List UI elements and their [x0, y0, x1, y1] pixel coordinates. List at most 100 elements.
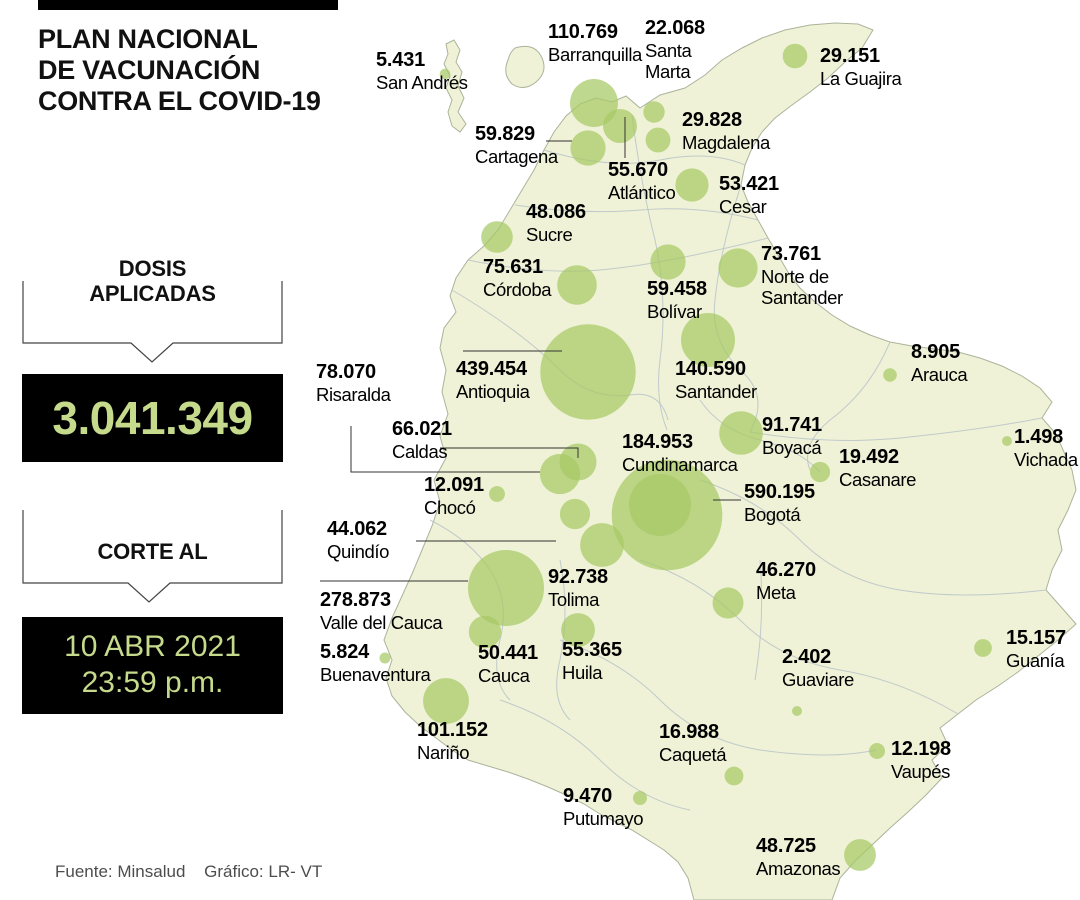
- region-name: Bolívar: [647, 301, 702, 322]
- footer-source: Fuente: Minsalud: [55, 862, 186, 881]
- footer-credit: Gráfico: LR- VT: [204, 862, 323, 881]
- region-name: Putumayo: [563, 808, 644, 829]
- cutoff-label: CORTE AL: [97, 539, 208, 564]
- region-label: 22.068 Santa Marta: [645, 16, 707, 82]
- region-value: 59.829: [475, 123, 535, 145]
- region-label: 12.091 Chocó: [424, 473, 484, 518]
- region-name: La Guajira: [820, 68, 902, 89]
- bubble-Sucre: [481, 221, 513, 253]
- region-value: 439.454: [456, 358, 527, 380]
- providencia-island: [505, 45, 545, 88]
- region-name: Córdoba: [483, 279, 552, 300]
- total-doses-box: 3.041.349: [22, 374, 283, 462]
- region-value: 12.198: [891, 738, 951, 760]
- bubble-Chocó: [489, 486, 505, 502]
- region-name: Caldas: [392, 441, 448, 462]
- region-label: 5.431 San Andrés: [376, 48, 468, 93]
- region-value: 19.492: [839, 446, 899, 468]
- region-name: Barranquilla: [548, 44, 642, 65]
- bubble-Córdoba: [557, 265, 597, 305]
- region-name: Atlántico: [608, 182, 676, 203]
- bubble-Cauca: [468, 615, 502, 649]
- region-label: 59.829 Cartagena: [475, 122, 558, 167]
- bubble-Meta: [712, 587, 744, 619]
- region-value: 278.873: [320, 589, 391, 611]
- region-label: 66.021 Caldas: [392, 417, 452, 462]
- title-line-2: DE VACUNACIÓN: [38, 55, 261, 85]
- region-label: 15.157 Guanía: [1006, 626, 1066, 671]
- region-name: Cartagena: [475, 146, 558, 167]
- region-value: 66.021: [392, 418, 452, 440]
- title-line-3: CONTRA EL COVID-19: [38, 86, 321, 116]
- region-label: 46.270 Meta: [756, 558, 816, 603]
- region-value: 92.738: [548, 566, 608, 588]
- region-label: 278.873 Valle del Cauca: [320, 588, 443, 633]
- bubble-Caquetá: [724, 766, 744, 786]
- region-name: Sucre: [526, 224, 573, 245]
- region-name: Amazonas: [756, 858, 841, 879]
- region-label: 19.492 Casanare: [839, 445, 916, 490]
- bubble-Magdalena: [645, 127, 671, 153]
- region-value: 59.458: [647, 278, 707, 300]
- cutoff-date-box: 10 ABR 2021 23:59 p.m.: [22, 617, 283, 714]
- region-value: 140.590: [675, 358, 746, 380]
- region-label: 101.152 Nariño: [417, 718, 488, 763]
- region-name: Cesar: [719, 196, 767, 217]
- region-value: 9.470: [563, 785, 613, 807]
- region-name: Vaupés: [891, 761, 950, 782]
- bubble-La Guajira: [782, 43, 808, 69]
- region-name: Buenaventura: [320, 664, 431, 685]
- region-value: 8.905: [911, 341, 961, 363]
- region-name: Norte de Santander: [761, 266, 843, 308]
- bubble-Vaupés: [869, 743, 885, 759]
- region-name: Tolima: [548, 589, 600, 610]
- footer: Fuente: Minsalud Gráfico: LR- VT: [55, 862, 336, 882]
- region-value: 2.402: [782, 646, 832, 668]
- region-label: 9.470 Putumayo: [563, 784, 644, 829]
- region-label: 48.725 Amazonas: [756, 834, 841, 879]
- region-name: Risaralda: [316, 384, 391, 405]
- region-name: Guanía: [1006, 650, 1065, 671]
- region-label: 78.070 Risaralda: [316, 360, 391, 405]
- bubble-Cesar: [675, 168, 709, 202]
- region-name: Cauca: [478, 665, 530, 686]
- region-label: 29.151 La Guajira: [820, 44, 902, 89]
- region-value: 184.953: [622, 431, 693, 453]
- bubble-Norte de Santander: [718, 248, 758, 288]
- region-label: 73.761 Norte de Santander: [761, 242, 861, 308]
- page-title: PLAN NACIONAL DE VACUNACIÓN CONTRA EL CO…: [38, 24, 321, 117]
- cutoff-time: 23:59 p.m.: [81, 666, 224, 699]
- region-name: Santa Marta: [645, 40, 692, 82]
- region-name: Valle del Cauca: [320, 612, 443, 633]
- region-label: 1.498 Vichada: [1014, 425, 1078, 470]
- region-value: 110.769: [548, 21, 618, 43]
- region-label: 75.631 Córdoba: [483, 255, 552, 300]
- value-bubbles: [379, 43, 1012, 871]
- region-value: 101.152: [417, 719, 488, 741]
- doses-applied-label: DOSIS APLICADAS: [89, 256, 216, 306]
- region-label: 59.458 Bolívar: [647, 277, 707, 322]
- region-name: San Andrés: [376, 72, 468, 93]
- region-name: Antioquia: [456, 381, 530, 402]
- bubble-Tolima: [580, 523, 624, 567]
- region-label: 29.828 Magdalena: [682, 108, 770, 153]
- region-value: 73.761: [761, 243, 821, 265]
- bubble-Buenaventura: [379, 652, 391, 664]
- region-value: 48.086: [526, 201, 586, 223]
- region-name: Caquetá: [659, 744, 727, 765]
- region-value: 48.725: [756, 835, 816, 857]
- bubble-Santander: [681, 313, 735, 367]
- bubble-Arauca: [883, 368, 897, 382]
- region-value: 12.091: [424, 474, 484, 496]
- region-label: 12.198 Vaupés: [891, 737, 951, 782]
- region-name: Cundinamarca: [622, 454, 738, 475]
- region-name: Huila: [562, 662, 603, 683]
- bubble-Bolívar: [650, 244, 686, 280]
- bubble-Santa Marta: [643, 101, 665, 123]
- region-label: 5.824 Buenaventura: [320, 640, 431, 685]
- region-name: Nariño: [417, 742, 470, 763]
- cutoff-date: 10 ABR 2021: [64, 630, 241, 663]
- bubble-Caldas: [559, 443, 597, 481]
